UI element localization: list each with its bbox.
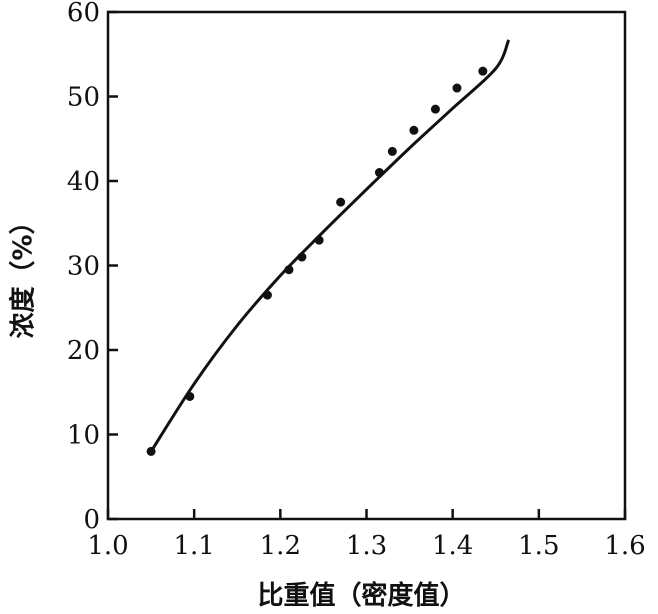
x-tick-label-3: 1.3 — [346, 531, 387, 561]
plot-frame — [106, 10, 627, 521]
data-point-2 — [262, 290, 272, 300]
points-layer — [146, 66, 488, 456]
ticks-layer: 1.0 1.1 1.2 1.3 1.4 1.5 1.6 0 10 20 30 40 50 60 — [67, 0, 646, 561]
data-point-0 — [146, 446, 156, 456]
x-tick-label-1: 1.1 — [173, 531, 214, 561]
data-point-4 — [297, 252, 307, 262]
y-tick-label-5: 50 — [67, 83, 100, 113]
x-tick-label-4: 1.4 — [432, 531, 473, 561]
y-tick-label-1: 10 — [67, 421, 100, 451]
data-point-12 — [478, 66, 488, 76]
y-tick-label-6: 60 — [67, 0, 100, 28]
data-point-7 — [374, 168, 384, 178]
y-axis-title: 浓度（%） — [8, 208, 39, 338]
data-point-5 — [314, 235, 324, 245]
y-tick-label-3: 30 — [67, 252, 100, 282]
data-point-8 — [387, 146, 397, 156]
data-point-10 — [430, 104, 440, 114]
x-tick-label-2: 1.2 — [260, 531, 301, 561]
fit-curve — [149, 39, 511, 453]
y-tick-label-2: 20 — [67, 336, 100, 366]
x-tick-label-5: 1.5 — [518, 531, 559, 561]
data-point-9 — [409, 125, 419, 135]
y-tick-label-4: 40 — [67, 167, 100, 197]
x-tick-label-0: 1.0 — [87, 531, 128, 561]
x-axis-title: 比重值（密度值） — [257, 580, 465, 611]
x-tick-label-6: 1.6 — [604, 531, 645, 561]
data-point-11 — [452, 83, 462, 93]
y-tick-label-0: 0 — [83, 505, 100, 535]
data-point-3 — [284, 265, 294, 275]
data-point-6 — [336, 197, 346, 207]
data-point-1 — [185, 391, 195, 401]
